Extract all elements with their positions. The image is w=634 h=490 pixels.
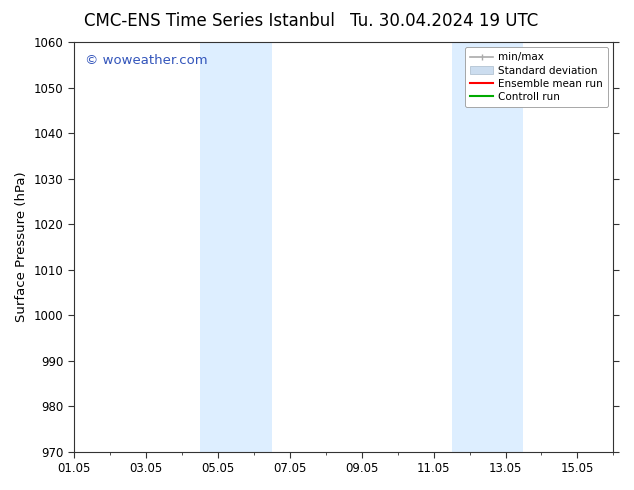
Legend: min/max, Standard deviation, Ensemble mean run, Controll run: min/max, Standard deviation, Ensemble me… xyxy=(465,47,608,107)
Y-axis label: Surface Pressure (hPa): Surface Pressure (hPa) xyxy=(15,172,28,322)
Text: Tu. 30.04.2024 19 UTC: Tu. 30.04.2024 19 UTC xyxy=(350,12,538,30)
Text: CMC-ENS Time Series Istanbul: CMC-ENS Time Series Istanbul xyxy=(84,12,335,30)
Bar xyxy=(451,42,524,452)
Bar xyxy=(200,42,271,452)
Text: © woweather.com: © woweather.com xyxy=(84,54,207,67)
